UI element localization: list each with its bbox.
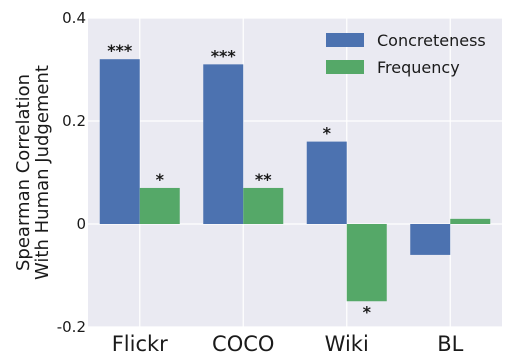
- y-axis-label-line-2: With Human Judgement: [32, 65, 53, 280]
- significance-concreteness-flickr: ***: [107, 41, 133, 60]
- x-tick-label-flickr: Flickr: [112, 332, 168, 354]
- significance-frequency-wiki: *: [363, 302, 372, 321]
- significance-concreteness-coco: ***: [211, 46, 237, 65]
- significance-labels: *** ***** ***: [107, 41, 371, 321]
- bar-concreteness-coco: [203, 64, 244, 224]
- significance-frequency-flickr: *: [156, 170, 165, 189]
- significance-frequency-coco: **: [255, 170, 272, 189]
- bars: [99, 59, 491, 302]
- y-tick-label-3: 0.4: [62, 9, 86, 27]
- x-tick-label-wiki: Wiki: [325, 332, 369, 354]
- bar-concreteness-bl: [410, 224, 451, 255]
- y-tick-label-1: 0: [76, 215, 86, 233]
- bar-frequency-coco: [243, 187, 284, 224]
- bar-frequency-bl: [450, 218, 491, 224]
- significance-concreteness-wiki: *: [323, 124, 332, 143]
- bar-frequency-wiki: [346, 224, 387, 302]
- legend-swatch-concreteness: [326, 33, 364, 47]
- y-tick-label-0: -0.2: [57, 318, 86, 336]
- y-tick-label-2: 0.2: [62, 112, 86, 130]
- plot-area: [88, 18, 502, 327]
- legend-swatch-frequency: [326, 60, 364, 74]
- x-tick-label-bl: BL: [437, 332, 463, 354]
- y-axis-label: Spearman Correlation With Human Judgemen…: [13, 65, 53, 280]
- x-tick-labels: Flickr COCO Wiki BL: [112, 332, 464, 354]
- bar-frequency-flickr: [139, 187, 180, 224]
- x-tick-label-coco: COCO: [212, 332, 274, 354]
- y-axis-label-line-1: Spearman Correlation: [13, 74, 34, 271]
- legend-label-frequency: Frequency: [377, 58, 460, 77]
- legend: Concreteness Frequency: [326, 31, 486, 77]
- bar-concreteness-wiki: [306, 141, 347, 224]
- y-tick-labels: -0.2 0 0.2 0.4: [57, 9, 86, 336]
- bar-concreteness-flickr: [99, 59, 140, 225]
- legend-label-concreteness: Concreteness: [377, 31, 486, 50]
